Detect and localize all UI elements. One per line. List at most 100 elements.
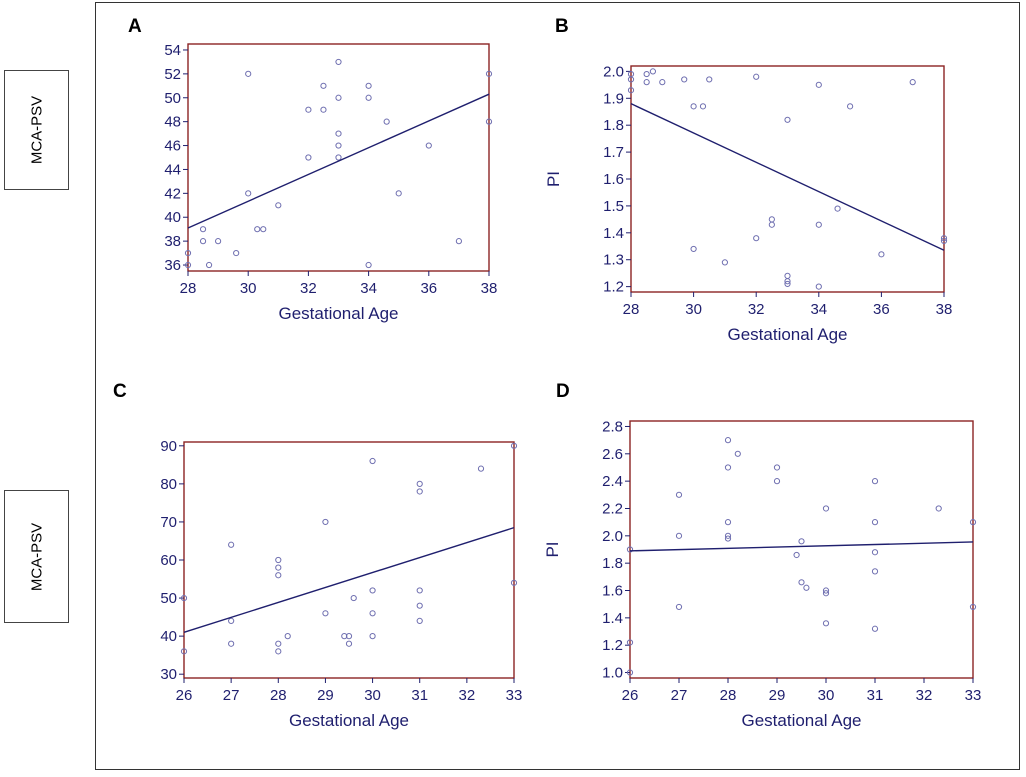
data-point (627, 87, 635, 94)
data-point (871, 568, 879, 575)
x-tick-label: 26 (622, 687, 639, 704)
y-tick-label: 2.0 (603, 63, 624, 80)
data-point (369, 587, 376, 594)
row-label-top: MCA-PSV (4, 70, 69, 190)
y-tick-label: 1.6 (602, 583, 623, 600)
data-point (254, 226, 261, 233)
data-point (320, 82, 327, 89)
panel-letter: D (556, 381, 570, 402)
x-tick-label: 27 (671, 687, 688, 704)
x-axis-title: Gestational Age (741, 711, 861, 730)
data-point (416, 587, 423, 594)
y-tick-label: 1.7 (603, 144, 624, 161)
data-point (699, 103, 707, 110)
data-point (365, 261, 372, 269)
y-tick-label: 54 (164, 42, 181, 59)
y-tick-label: 1.8 (603, 117, 624, 134)
x-tick-label: 32 (748, 301, 765, 318)
data-point (753, 73, 760, 80)
x-tick-label: 32 (300, 280, 317, 297)
data-point (416, 617, 423, 625)
data-point (626, 669, 634, 676)
data-point (510, 579, 518, 586)
x-tick-label: 28 (180, 280, 197, 297)
data-point (485, 70, 493, 77)
data-point (724, 532, 732, 539)
panel-letter: B (555, 16, 569, 37)
data-point (815, 283, 822, 290)
x-tick-label: 38 (936, 301, 953, 318)
data-point (969, 519, 977, 526)
data-point (784, 278, 791, 285)
data-point (793, 551, 800, 559)
y-axis-title: PI (543, 541, 562, 557)
y-tick-label: 50 (164, 90, 181, 107)
y-tick-label: 44 (164, 161, 181, 178)
x-tick-label: 31 (867, 687, 884, 704)
y-axis-title: PI (544, 171, 563, 187)
data-point (215, 238, 222, 245)
x-tick-label: 36 (873, 301, 890, 318)
data-point (345, 640, 353, 647)
data-point (878, 251, 885, 258)
data-point (275, 572, 282, 579)
regression-line (187, 93, 490, 229)
data-point (724, 464, 732, 471)
data-point (345, 633, 353, 640)
data-point (798, 579, 805, 586)
data-point (706, 76, 713, 83)
data-point (724, 519, 732, 526)
y-tick-label: 1.2 (602, 637, 623, 654)
y-tick-label: 2.4 (602, 473, 623, 490)
data-point (675, 491, 683, 498)
data-point (335, 154, 342, 161)
data-point (822, 587, 830, 594)
data-point (322, 610, 329, 617)
data-point (245, 70, 252, 77)
data-point (822, 505, 830, 512)
panel-a: A 28 30 32 34 36 38 36 38 40 42 44 46 48 50 52 54 Gestati… (128, 16, 497, 323)
data-point (275, 640, 282, 647)
data-point (940, 237, 948, 244)
data-point (365, 94, 372, 101)
data-point (275, 556, 282, 564)
data-point (275, 564, 282, 571)
x-tick-label: 30 (364, 687, 381, 704)
data-point (626, 639, 634, 646)
data-point (416, 488, 423, 495)
y-tick-label: 1.9 (603, 90, 624, 107)
panel-letter: A (128, 16, 142, 37)
y-tick-label: 38 (164, 233, 181, 250)
y-tick-label: 1.4 (603, 225, 624, 242)
x-tick-label: 30 (685, 301, 702, 318)
data-point (184, 249, 192, 257)
data-point (180, 594, 188, 602)
data-point (724, 437, 732, 444)
x-tick-label: 34 (360, 280, 377, 297)
data-point (871, 519, 879, 526)
data-point (335, 142, 342, 149)
y-tick-label: 1.8 (602, 555, 623, 572)
panel-letter: C (113, 381, 127, 402)
x-tick-label: 29 (769, 687, 786, 704)
y-tick-label: 2.8 (602, 418, 623, 435)
y-tick-label: 80 (160, 476, 177, 493)
data-point (199, 238, 207, 245)
y-tick-label: 70 (160, 514, 177, 531)
data-point (184, 261, 192, 269)
data-point (675, 532, 683, 539)
x-tick-label: 28 (720, 687, 737, 704)
data-point (768, 221, 775, 228)
data-point (275, 648, 282, 655)
y-tick-label: 40 (164, 209, 181, 226)
data-point (803, 584, 810, 591)
data-point (275, 202, 282, 209)
data-point (228, 640, 235, 647)
data-point (940, 235, 948, 242)
x-tick-label: 30 (818, 687, 835, 704)
panel-b: B 28 30 32 34 36 38 1.2 1.3 1.4 1.5 1.6 1.7 1.8 1.9 2.0… (544, 16, 952, 344)
data-point (365, 82, 372, 89)
x-tick-label: 27 (223, 687, 240, 704)
data-point (734, 450, 741, 457)
data-point (871, 625, 879, 632)
